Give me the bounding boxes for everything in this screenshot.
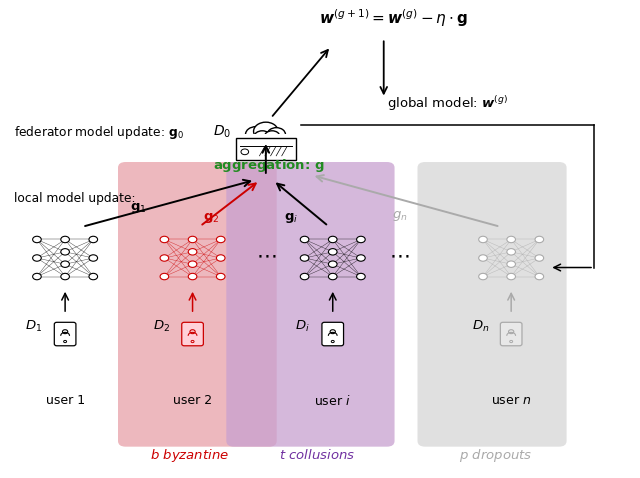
Circle shape [535,236,543,243]
Circle shape [356,236,365,243]
FancyBboxPatch shape [500,322,522,346]
Circle shape [300,273,309,280]
Circle shape [89,236,97,243]
Circle shape [61,261,69,267]
Text: $D_1$: $D_1$ [25,319,42,335]
Text: $\boldsymbol{w}^{(g+1)} = \boldsymbol{w}^{(g)} - \eta \cdot \mathbf{g}$: $\boldsymbol{w}^{(g+1)} = \boldsymbol{w}… [319,7,468,29]
Circle shape [356,273,365,280]
Circle shape [479,255,487,261]
Circle shape [33,255,41,261]
Bar [243,134,289,142]
Circle shape [253,122,278,141]
Circle shape [507,236,515,243]
Text: $D_i$: $D_i$ [295,319,310,335]
Text: $D_2$: $D_2$ [154,319,170,335]
Circle shape [216,236,225,243]
Circle shape [61,236,69,243]
Circle shape [535,255,543,261]
Text: user $i$: user $i$ [314,393,351,408]
Circle shape [61,273,69,280]
Text: user 2: user 2 [173,394,212,407]
Text: $\cdots$: $\cdots$ [389,246,410,266]
FancyBboxPatch shape [322,322,344,346]
Circle shape [216,255,225,261]
Circle shape [507,273,515,280]
Circle shape [188,236,197,243]
Text: $b$ byzantine: $b$ byzantine [150,447,229,464]
Circle shape [479,236,487,243]
Text: $D_n$: $D_n$ [472,319,490,335]
Text: local model update:: local model update: [14,192,136,205]
FancyBboxPatch shape [118,162,276,446]
Circle shape [356,255,365,261]
Circle shape [246,127,266,142]
Text: $t$ collusions: $t$ collusions [278,448,355,462]
FancyBboxPatch shape [236,138,296,160]
Circle shape [300,255,309,261]
Circle shape [328,249,337,255]
Circle shape [160,273,169,280]
Circle shape [300,236,309,243]
Circle shape [188,273,197,280]
Text: $\cdots$: $\cdots$ [255,246,276,266]
Text: aggregation: $\mathbf{g}$: aggregation: $\mathbf{g}$ [213,157,324,174]
Circle shape [89,255,97,261]
Text: global model: $\boldsymbol{w}^{(g)}$: global model: $\boldsymbol{w}^{(g)}$ [387,94,508,113]
Circle shape [507,261,515,267]
Circle shape [507,249,515,255]
Text: $p$ dropouts: $p$ dropouts [458,447,532,464]
Text: $D_0$: $D_0$ [213,124,232,140]
Circle shape [264,131,280,142]
Circle shape [328,261,337,267]
Circle shape [160,236,169,243]
Circle shape [89,273,97,280]
FancyBboxPatch shape [417,162,566,446]
FancyBboxPatch shape [54,322,76,346]
Text: $g_n$: $g_n$ [392,209,408,223]
Circle shape [328,273,337,280]
Text: user 1: user 1 [45,394,84,407]
Text: $\mathbf{g}_2$: $\mathbf{g}_2$ [204,211,220,225]
Circle shape [188,261,197,267]
FancyBboxPatch shape [227,162,394,446]
Circle shape [254,131,271,143]
Circle shape [33,236,41,243]
Circle shape [160,255,169,261]
Text: $\mathbf{g}_1$: $\mathbf{g}_1$ [130,201,147,215]
Circle shape [535,273,543,280]
Circle shape [216,273,225,280]
Circle shape [328,236,337,243]
Circle shape [479,273,487,280]
Text: user $n$: user $n$ [491,394,531,407]
FancyBboxPatch shape [182,322,204,346]
Text: federator model update: $\mathbf{g}_0$: federator model update: $\mathbf{g}_0$ [14,124,184,141]
Circle shape [268,128,285,141]
Text: $\mathbf{g}_i$: $\mathbf{g}_i$ [284,211,298,225]
Circle shape [61,249,69,255]
Circle shape [188,249,197,255]
Circle shape [33,273,41,280]
